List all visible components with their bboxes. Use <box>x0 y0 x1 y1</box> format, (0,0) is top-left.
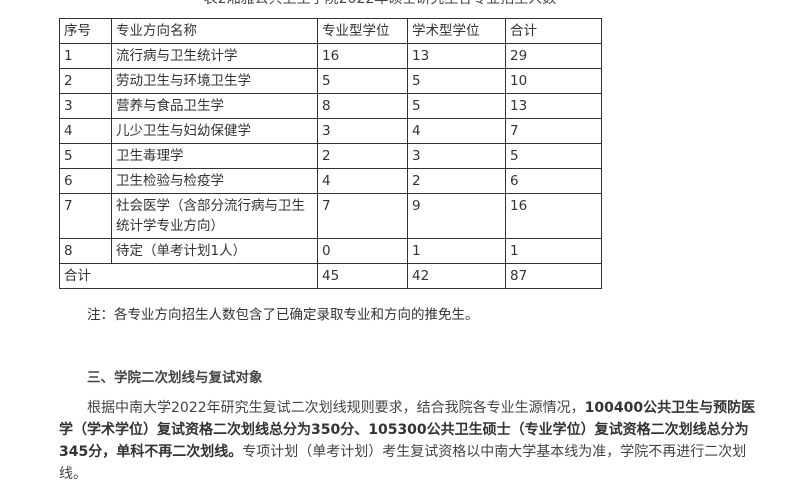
table-title: 表2湘雅公共卫生学院2022年硕士研究生各专业招生人数 <box>0 0 760 8</box>
table-cell: 合计 <box>59 263 318 289</box>
table-cell: 2 <box>407 168 506 194</box>
table-cell: 专业方向名称 <box>111 18 318 44</box>
table-cell: 1 <box>407 238 506 264</box>
table-cell: 10 <box>505 68 602 94</box>
table-cell: 3 <box>59 93 112 119</box>
cutoff-paragraph: 根据中南大学2022年研究生复试二次划线规则要求，结合我院各专业生源情况，100… <box>59 397 759 485</box>
table-cell: 儿少卫生与妇幼保健学 <box>111 118 318 144</box>
table-cell: 5 <box>505 143 602 169</box>
table-row: 4 儿少卫生与妇幼保健学 3 4 7 <box>59 118 602 144</box>
table-cell: 5 <box>59 143 112 169</box>
table-cell: 卫生检验与检疫学 <box>111 168 318 194</box>
table-cell: 学术型学位 <box>407 18 506 44</box>
table-cell: 流行病与卫生统计学 <box>111 43 318 69</box>
table-cell: 45 <box>317 263 408 289</box>
enrollment-table: 序号 专业方向名称 专业型学位 学术型学位 合计 1 流行病与卫生统计学 16 13 29 2 劳动卫… <box>59 18 602 289</box>
table-cell: 5 <box>407 68 506 94</box>
table-cell: 42 <box>407 263 506 289</box>
table-row: 6 卫生检验与检疫学 4 2 6 <box>59 168 602 194</box>
table-cell: 9 <box>407 193 506 239</box>
table-cell: 2 <box>317 143 408 169</box>
table-cell: 5 <box>407 93 506 119</box>
table-cell: 4 <box>317 168 408 194</box>
table-row: 5 卫生毒理学 2 3 5 <box>59 143 602 169</box>
table-cell: 16 <box>505 193 602 239</box>
para-text: 根据中南大学2022年研究生复试二次划线规则要求，结合我院各专业生源情况， <box>87 400 585 416</box>
table-cell: 1 <box>505 238 602 264</box>
table-cell: 合计 <box>505 18 602 44</box>
table-row: 8 待定（单考计划1人） 0 1 1 <box>59 238 602 264</box>
table-cell: 8 <box>59 238 112 264</box>
table-cell: 7 <box>505 118 602 144</box>
table-cell: 5 <box>317 68 408 94</box>
table-cell: 4 <box>407 118 506 144</box>
table-cell: 13 <box>505 93 602 119</box>
table-cell: 3 <box>407 143 506 169</box>
table-cell: 劳动卫生与环境卫生学 <box>111 68 318 94</box>
table-cell: 卫生毒理学 <box>111 143 318 169</box>
section-heading: 三、学院二次划线与复试对象 <box>87 370 263 386</box>
table-cell: 待定（单考计划1人） <box>111 238 318 264</box>
table-cell: 8 <box>317 93 408 119</box>
table-row: 2 劳动卫生与环境卫生学 5 5 10 <box>59 68 602 94</box>
table-row: 1 流行病与卫生统计学 16 13 29 <box>59 43 602 69</box>
table-cell: 4 <box>59 118 112 144</box>
table-cell: 1 <box>59 43 112 69</box>
table-cell: 16 <box>317 43 408 69</box>
table-cell: 社会医学（含部分流行病与卫生统计学专业方向） <box>111 193 318 239</box>
table-cell: 7 <box>317 193 408 239</box>
table-row: 合计 45 42 87 <box>59 263 602 289</box>
table-cell: 7 <box>59 193 112 239</box>
table-row: 7 社会医学（含部分流行病与卫生统计学专业方向） 7 9 16 <box>59 193 602 239</box>
table-cell: 13 <box>407 43 506 69</box>
table-cell: 营养与食品卫生学 <box>111 93 318 119</box>
table-cell: 2 <box>59 68 112 94</box>
table-cell: 专业型学位 <box>317 18 408 44</box>
table-cell: 3 <box>317 118 408 144</box>
table-cell: 87 <box>505 263 602 289</box>
table-cell: 0 <box>317 238 408 264</box>
table-row: 3 营养与食品卫生学 8 5 13 <box>59 93 602 119</box>
table-cell: 6 <box>505 168 602 194</box>
table-cell: 序号 <box>59 18 112 44</box>
table-row: 序号 专业方向名称 专业型学位 学术型学位 合计 <box>59 18 602 44</box>
table-note: 注：各专业方向招生人数包含了已确定录取专业和方向的推免生。 <box>87 307 479 323</box>
table-cell: 29 <box>505 43 602 69</box>
table-cell: 6 <box>59 168 112 194</box>
para-bold-text: 100400公共卫生与预防医学（学术学位）复试资格二次划线总分为350分、105… <box>59 400 756 460</box>
